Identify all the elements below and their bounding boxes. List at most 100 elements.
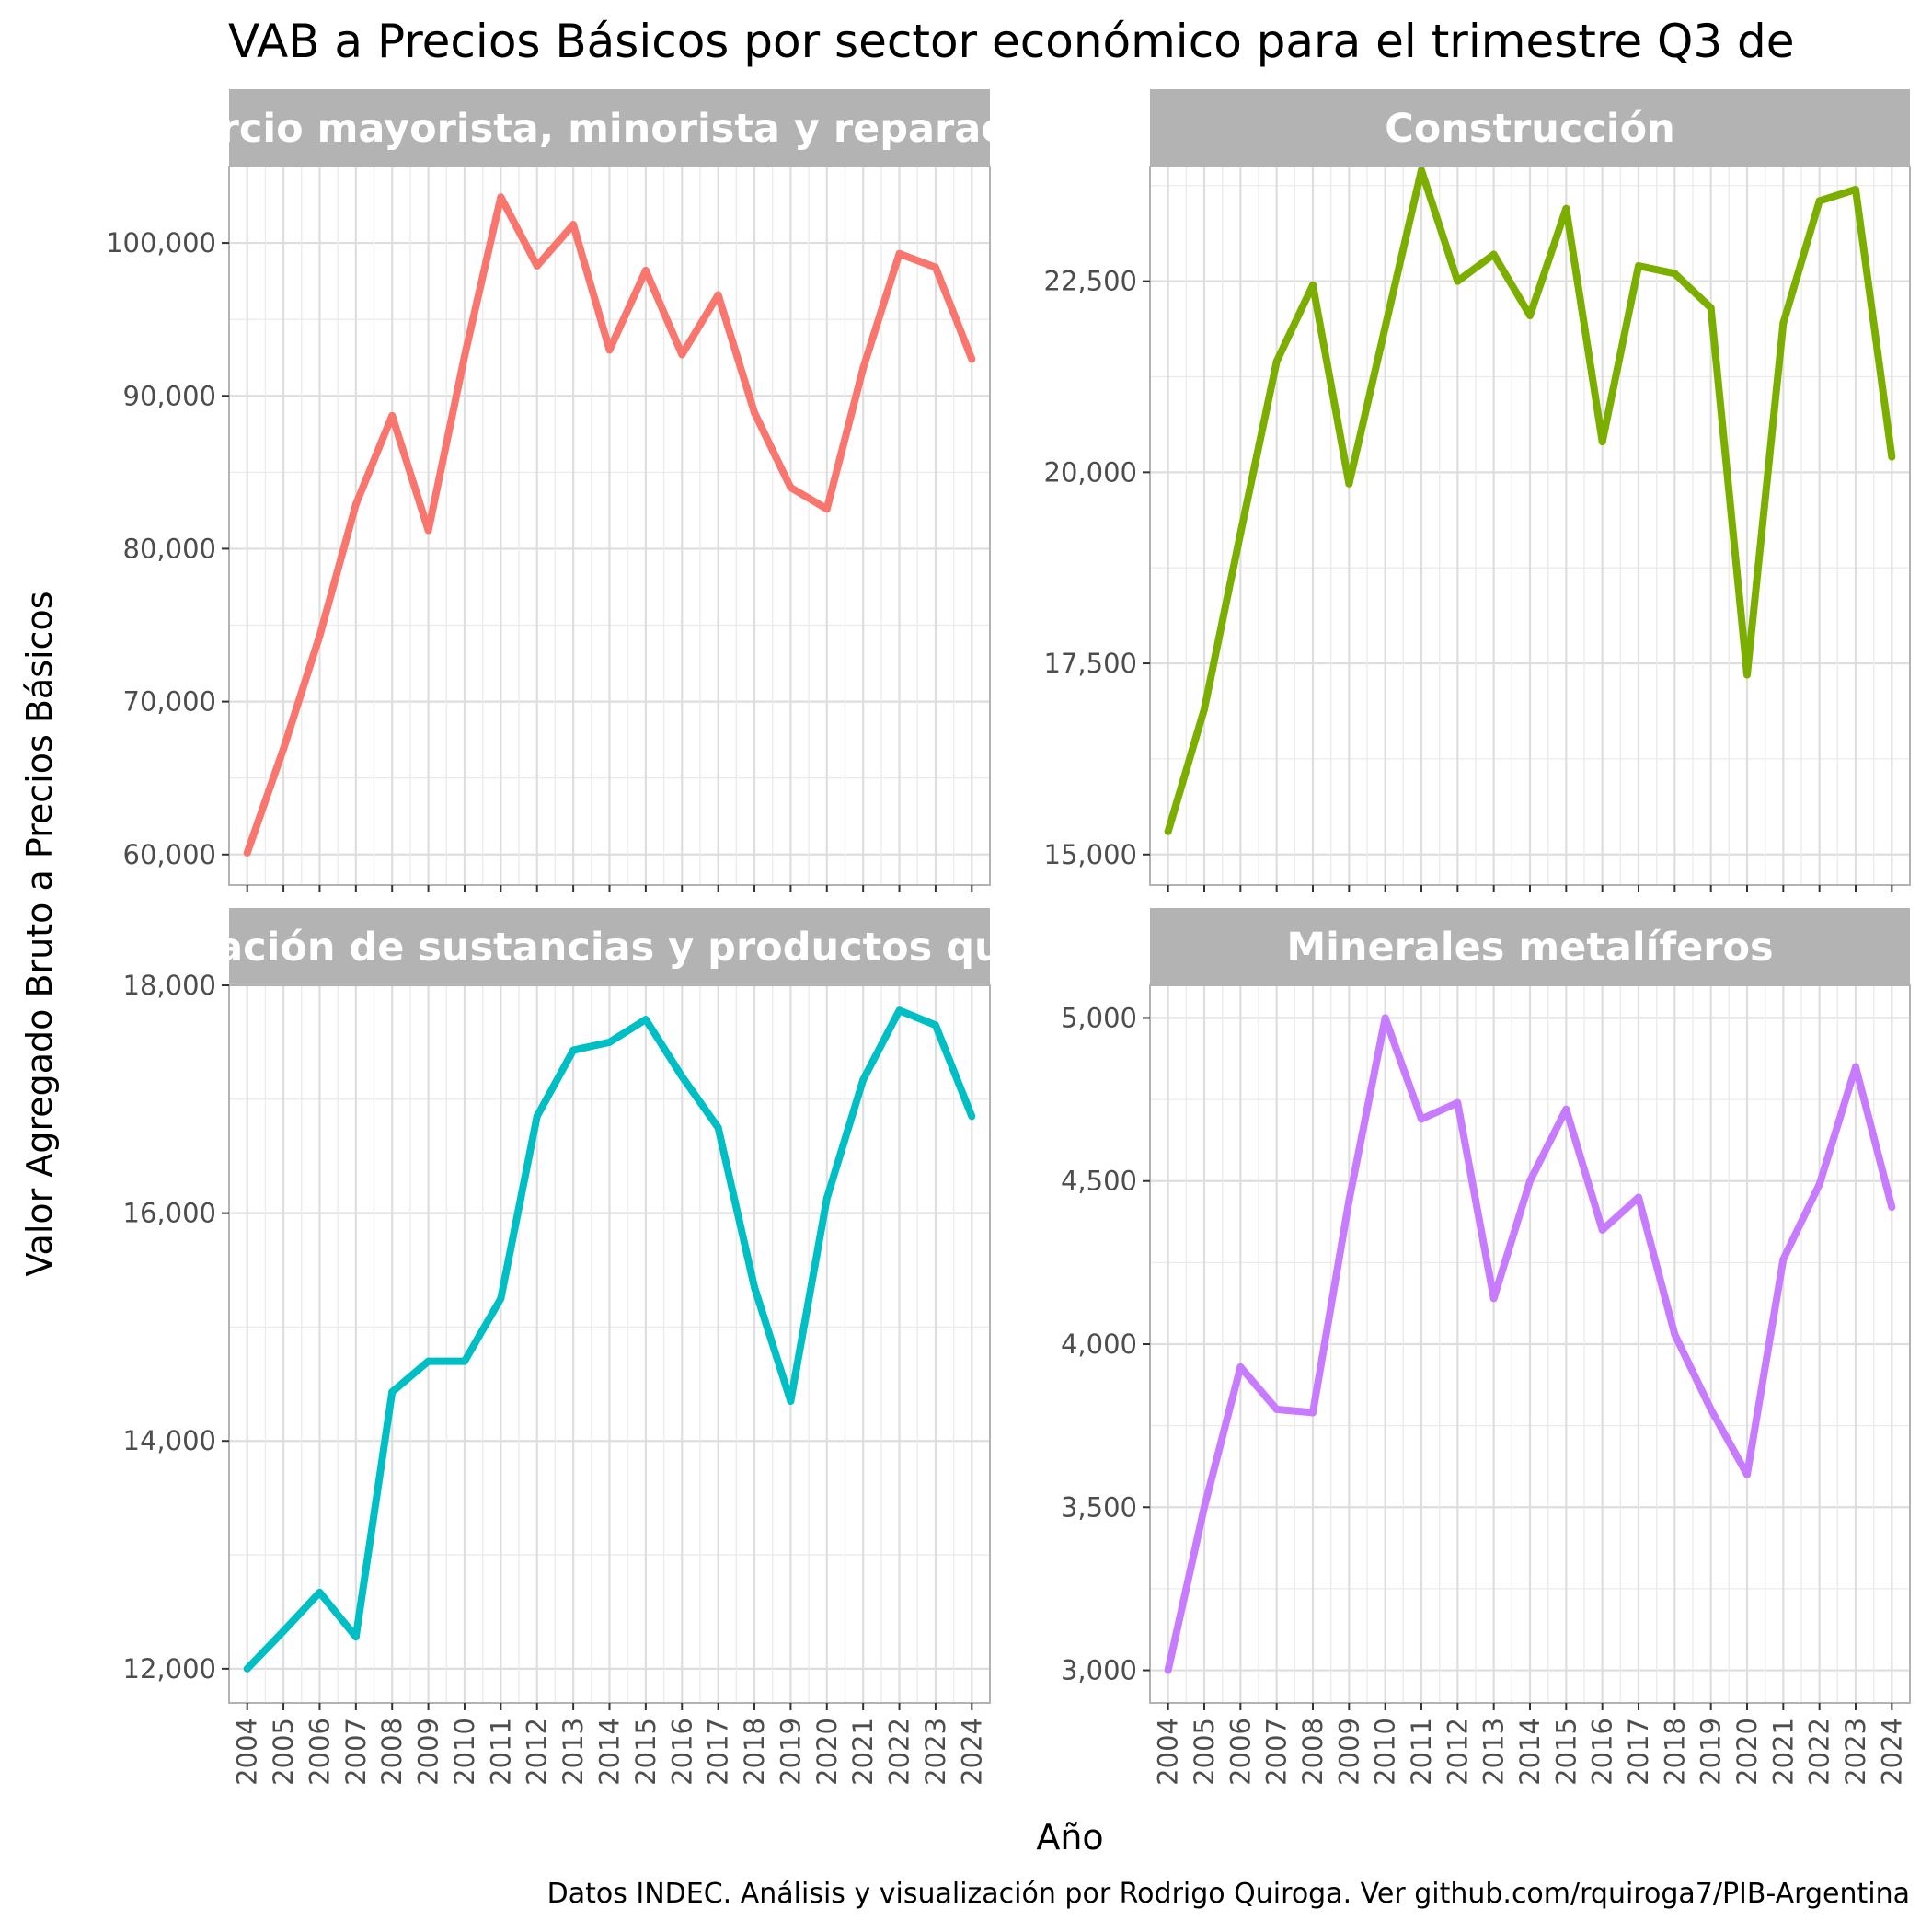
x-axis-title: Año xyxy=(1036,1817,1103,1857)
y-tick-label: 4,500 xyxy=(1061,1166,1137,1197)
data-point xyxy=(1309,281,1317,289)
data-point xyxy=(1345,479,1353,488)
data-point xyxy=(243,1664,251,1673)
data-point xyxy=(280,745,288,753)
x-tick-label: 2024 xyxy=(956,1718,987,1786)
data-point xyxy=(1236,1363,1245,1371)
y-tick-label: 16,000 xyxy=(123,1198,216,1229)
data-point xyxy=(822,1194,831,1202)
x-tick-label: 2022 xyxy=(884,1718,915,1786)
data-point xyxy=(1779,1255,1788,1263)
data-point xyxy=(1454,277,1462,285)
data-point xyxy=(1526,312,1534,320)
data-point xyxy=(1272,357,1281,365)
data-point xyxy=(1743,1470,1751,1478)
data-point xyxy=(1815,1180,1823,1189)
data-point xyxy=(1671,1330,1679,1339)
data-point xyxy=(1201,705,1208,713)
data-point xyxy=(1888,453,1896,461)
x-tick-label: 2008 xyxy=(1297,1718,1328,1786)
x-tick-label: 2021 xyxy=(1767,1718,1799,1786)
data-point xyxy=(497,1294,505,1303)
y-axis-title: Valor Agregado Bruto a Precios Básicos xyxy=(19,592,60,1277)
x-tick-label: 2023 xyxy=(920,1718,951,1786)
y-tick-label: 90,000 xyxy=(123,380,216,411)
data-point xyxy=(678,351,686,359)
data-point xyxy=(1454,1098,1462,1107)
x-tick-label: 2008 xyxy=(376,1718,408,1786)
data-point xyxy=(1743,671,1751,679)
x-tick-label: 2011 xyxy=(485,1718,516,1786)
facet-strip xyxy=(1150,908,1910,985)
y-tick-label: 70,000 xyxy=(123,686,216,718)
data-point xyxy=(1272,1405,1281,1413)
chart-caption: Datos INDEC. Análisis y visualización po… xyxy=(547,1878,1910,1910)
data-point xyxy=(280,1627,288,1635)
data-point xyxy=(497,193,505,201)
x-tick-label: 2006 xyxy=(304,1718,335,1786)
y-tick-label: 3,500 xyxy=(1061,1491,1137,1523)
data-point xyxy=(1489,1294,1498,1303)
x-tick-label: 2009 xyxy=(413,1718,444,1786)
data-point xyxy=(787,1397,795,1405)
data-point xyxy=(1852,185,1859,193)
data-point xyxy=(1164,827,1172,835)
data-point xyxy=(1309,1409,1317,1417)
facet-panel: Elaboración de sustancias y productos qu… xyxy=(123,908,991,1786)
data-point xyxy=(533,1112,541,1121)
data-point xyxy=(968,355,976,363)
x-tick-label: 2009 xyxy=(1333,1718,1364,1786)
data-point xyxy=(424,1357,432,1365)
x-tick-label: 2022 xyxy=(1804,1718,1835,1786)
facet-strip xyxy=(229,908,990,985)
x-tick-label: 2018 xyxy=(739,1718,770,1786)
data-point xyxy=(931,1021,939,1029)
data-point xyxy=(533,262,541,270)
data-point xyxy=(1381,323,1389,331)
facet-strip-label: Comercio mayorista, minorista y reparaci… xyxy=(96,106,1124,152)
data-point xyxy=(1418,167,1425,175)
y-tick-label: 22,500 xyxy=(1044,266,1137,297)
x-tick-label: 2006 xyxy=(1225,1718,1256,1786)
facet-panel: Comercio mayorista, minorista y reparaci… xyxy=(96,89,1124,892)
data-point xyxy=(1526,1177,1534,1185)
data-point xyxy=(1201,1503,1208,1512)
data-point xyxy=(569,1046,578,1054)
data-point xyxy=(1562,204,1570,213)
data-point xyxy=(316,1588,324,1596)
x-tick-label: 2024 xyxy=(1876,1718,1907,1786)
y-tick-label: 12,000 xyxy=(123,1653,216,1685)
data-point xyxy=(1164,1666,1172,1674)
data-point xyxy=(1779,319,1788,328)
x-tick-label: 2005 xyxy=(268,1718,299,1786)
data-point xyxy=(1489,250,1498,259)
x-tick-label: 2004 xyxy=(1153,1718,1184,1786)
y-tick-label: 20,000 xyxy=(1044,456,1137,488)
data-point xyxy=(1635,1193,1642,1202)
x-tick-label: 2013 xyxy=(1478,1718,1510,1786)
data-point xyxy=(859,364,868,373)
data-point xyxy=(1598,438,1606,446)
facet-strip-label: Minerales metalíferos xyxy=(1286,925,1773,971)
y-tick-label: 100,000 xyxy=(106,227,216,259)
y-tick-label: 14,000 xyxy=(123,1425,216,1456)
x-tick-label: 2010 xyxy=(449,1718,480,1786)
data-point xyxy=(351,500,360,509)
facet-panel: Minerales metalíferos 3,000 3,500 4,000 4,50… xyxy=(1061,908,1911,1786)
data-point xyxy=(968,1112,976,1121)
x-tick-label: 2015 xyxy=(1550,1718,1581,1786)
x-tick-label: 2017 xyxy=(703,1718,734,1786)
data-point xyxy=(1707,1405,1715,1413)
x-tick-label: 2017 xyxy=(1623,1718,1654,1786)
x-tick-label: 2023 xyxy=(1840,1718,1871,1786)
x-tick-label: 2016 xyxy=(666,1718,697,1786)
data-point xyxy=(316,632,324,640)
x-tick-label: 2010 xyxy=(1370,1718,1401,1786)
y-tick-label: 15,000 xyxy=(1044,839,1137,870)
data-point xyxy=(1418,1115,1425,1123)
y-tick-label: 17,500 xyxy=(1044,648,1137,679)
data-point xyxy=(460,352,468,361)
x-tick-label: 2021 xyxy=(847,1718,879,1786)
x-tick-label: 2007 xyxy=(340,1718,372,1786)
